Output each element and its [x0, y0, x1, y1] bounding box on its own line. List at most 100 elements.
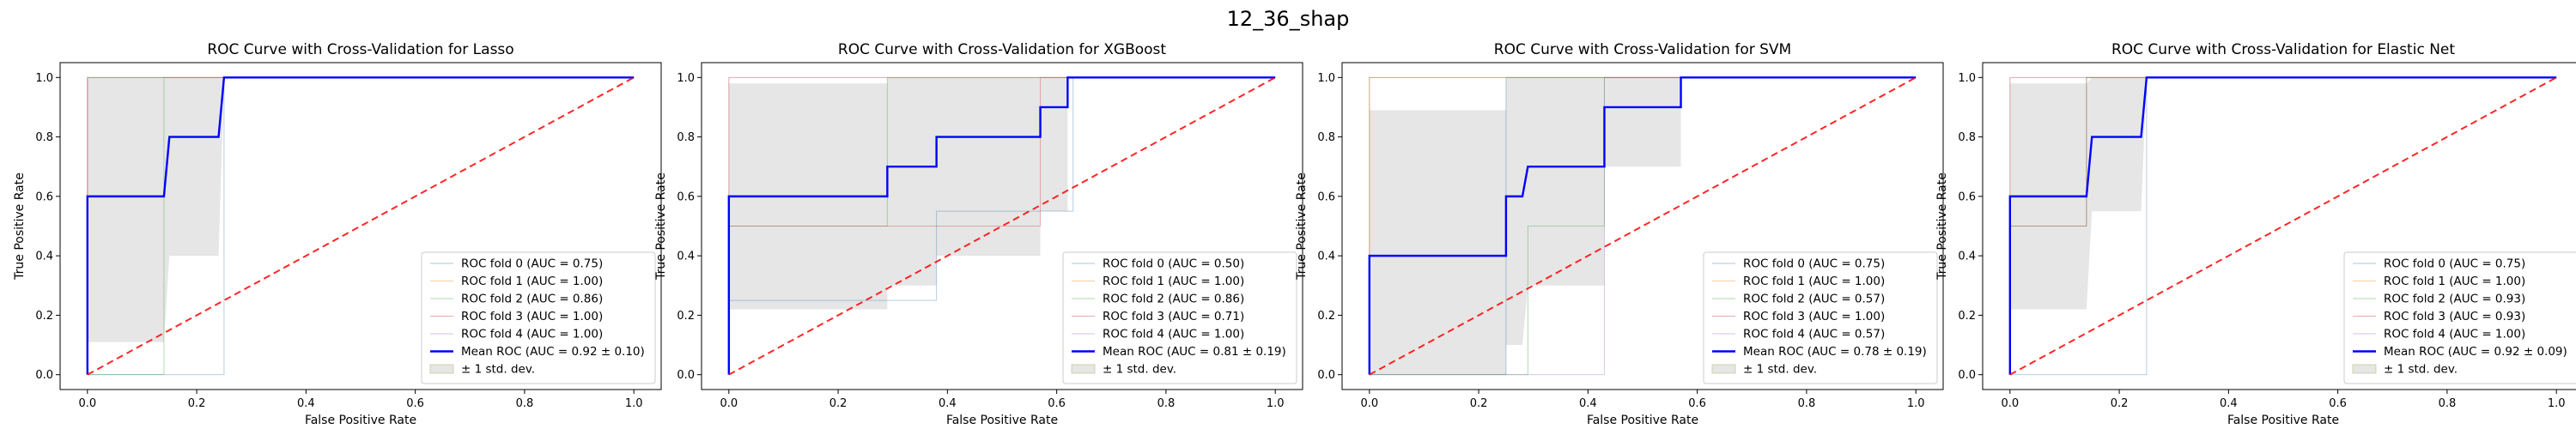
legend-entry: ROC fold 0 (AUC = 0.75): [461, 257, 603, 271]
axes-frame: [1982, 62, 2576, 390]
y-axis-label: True Positive Rate: [654, 172, 668, 281]
legend-entry: ROC fold 2 (AUC = 0.86): [1103, 293, 1244, 306]
x-tick-label: 0.6: [406, 397, 424, 410]
y-tick-label: 1.0: [1958, 72, 1976, 85]
legend-entry: ROC fold 2 (AUC = 0.57): [1743, 293, 1885, 306]
axes-frame: [701, 62, 1303, 390]
x-tick-label: 1.0: [1267, 397, 1285, 410]
legend-entry: Mean ROC (AUC = 0.78 ± 0.19): [1743, 345, 1927, 359]
x-tick-label: 0.6: [1688, 397, 1706, 410]
legend-entry: ROC fold 2 (AUC = 0.93): [2384, 293, 2525, 306]
y-tick-label: 0.6: [35, 190, 53, 203]
x-tick-label: 1.0: [625, 397, 643, 410]
legend-box: [2343, 251, 2576, 384]
x-tick-label: 0.8: [2439, 397, 2457, 410]
x-tick-label: 0.2: [829, 397, 848, 410]
y-tick-label: 0.8: [35, 131, 53, 144]
legend-entry: Mean ROC (AUC = 0.92 ± 0.09): [2384, 345, 2567, 359]
legend-entry: ROC fold 0 (AUC = 0.75): [1743, 257, 1885, 271]
legend: ROC fold 0 (AUC = 0.75) ROC fold 1 (AUC =…: [2343, 251, 2576, 384]
mean-roc-line: [2008, 76, 2557, 375]
roc-chart-panel: ROC Curve with Cross-Validation for Elas…: [1935, 41, 2576, 427]
legend: ROC fold 0 (AUC = 0.75) ROC fold 1 (AUC =…: [421, 251, 656, 384]
legend-swatch: [2352, 364, 2377, 374]
x-axis-label: False Positive Rate: [2227, 414, 2339, 427]
y-tick-label: 1.0: [35, 72, 53, 85]
x-tick-label: 0.4: [1579, 397, 1597, 410]
mean-roc-line: [86, 76, 635, 375]
chart-title: ROC Curve with Cross-Validation for XGBo…: [838, 41, 1167, 58]
legend-entry: ROC fold 4 (AUC = 1.00): [461, 328, 603, 341]
x-tick-label: 0.8: [516, 397, 534, 410]
legend-entry: ROC fold 4 (AUC = 1.00): [2384, 328, 2525, 341]
legend-box: [1703, 251, 1938, 384]
x-tick-label: 0.0: [720, 397, 738, 410]
legend-entry: ROC fold 1 (AUC = 1.00): [461, 275, 603, 288]
roc-chart-panel: ROC Curve with Cross-Validation for SVM 0…: [1295, 41, 1944, 427]
std-dev-band: [1369, 77, 1917, 375]
y-tick-label: 0.0: [1317, 369, 1335, 382]
std-dev-band: [2009, 77, 2557, 310]
x-tick-label: 1.0: [2548, 397, 2566, 410]
figure-suptitle: 12_36_shap: [1227, 7, 1350, 31]
y-tick-label: 0.6: [677, 190, 695, 203]
legend-entry: ROC fold 1 (AUC = 1.00): [1103, 275, 1244, 288]
chance-line: [1369, 76, 1917, 376]
legend-entry: ROC fold 3 (AUC = 1.00): [461, 310, 603, 323]
legend-entry: ROC fold 0 (AUC = 0.50): [1103, 257, 1244, 271]
roc-fold-line: [1369, 76, 1917, 376]
roc-chart-panel: ROC Curve with Cross-Validation for Lass…: [13, 41, 662, 427]
x-tick-label: 0.0: [2001, 397, 2019, 410]
y-tick-label: 1.0: [1317, 72, 1335, 85]
legend-entry: ROC fold 1 (AUC = 1.00): [2384, 275, 2525, 288]
chart-panels: ROC Curve with Cross-Validation for Lass…: [13, 41, 2576, 427]
legend-entry: ROC fold 2 (AUC = 0.86): [461, 293, 603, 306]
legend-swatch: [1071, 364, 1096, 374]
legend-entry: ROC fold 3 (AUC = 0.93): [2384, 310, 2525, 323]
y-tick-label: 0.8: [677, 131, 695, 144]
x-axis-label: False Positive Rate: [305, 414, 416, 427]
chance-line: [728, 76, 1276, 376]
legend-box: [421, 251, 656, 384]
axes-frame: [1341, 62, 1944, 390]
y-tick-label: 0.8: [1958, 131, 1976, 144]
x-axis-label: False Positive Rate: [946, 414, 1058, 427]
y-tick-label: 0.2: [677, 310, 695, 323]
legend-entry: ROC fold 0 (AUC = 0.75): [2384, 257, 2525, 271]
y-tick-label: 0.0: [1958, 369, 1976, 382]
x-tick-label: 0.8: [1798, 397, 1816, 410]
std-dev-band: [87, 77, 635, 342]
mean-roc-line: [1368, 76, 1917, 375]
y-tick-label: 0.0: [35, 369, 53, 382]
chart-title: ROC Curve with Cross-Validation for SVM: [1494, 41, 1791, 58]
x-tick-label: 0.4: [2220, 397, 2238, 410]
y-tick-label: 0.4: [1317, 251, 1335, 263]
x-tick-label: 0.4: [297, 397, 315, 410]
y-tick-label: 0.6: [1317, 190, 1335, 203]
legend-entry: ROC fold 3 (AUC = 0.71): [1103, 310, 1244, 323]
legend-entry: Mean ROC (AUC = 0.92 ± 0.10): [461, 345, 645, 359]
legend-entry: ROC fold 4 (AUC = 0.57): [1743, 328, 1885, 341]
axes-frame: [59, 62, 662, 390]
x-tick-label: 0.4: [939, 397, 957, 410]
legend: ROC fold 0 (AUC = 0.50) ROC fold 1 (AUC =…: [1062, 251, 1297, 384]
legend-entry: ROC fold 4 (AUC = 1.00): [1103, 328, 1244, 341]
x-tick-label: 0.2: [2111, 397, 2129, 410]
x-tick-label: 0.0: [1360, 397, 1378, 410]
y-tick-label: 0.4: [677, 251, 695, 263]
mean-roc-line: [727, 76, 1276, 375]
y-tick-label: 0.8: [1317, 131, 1335, 144]
legend-entry: ROC fold 3 (AUC = 1.00): [1743, 310, 1885, 323]
legend-entry: ± 1 std. dev.: [1103, 363, 1176, 377]
legend-entry: ± 1 std. dev.: [2384, 363, 2458, 377]
legend-box: [1062, 251, 1297, 384]
x-tick-label: 0.6: [2329, 397, 2347, 410]
x-tick-label: 0.8: [1157, 397, 1176, 410]
y-tick-label: 1.0: [677, 72, 695, 85]
legend-entry: ROC fold 1 (AUC = 1.00): [1743, 275, 1885, 288]
legend: ROC fold 0 (AUC = 0.75) ROC fold 1 (AUC =…: [1703, 251, 1938, 384]
plot-area: [727, 76, 1276, 376]
x-tick-label: 0.6: [1048, 397, 1066, 410]
y-axis-label: True Positive Rate: [1935, 172, 1949, 281]
